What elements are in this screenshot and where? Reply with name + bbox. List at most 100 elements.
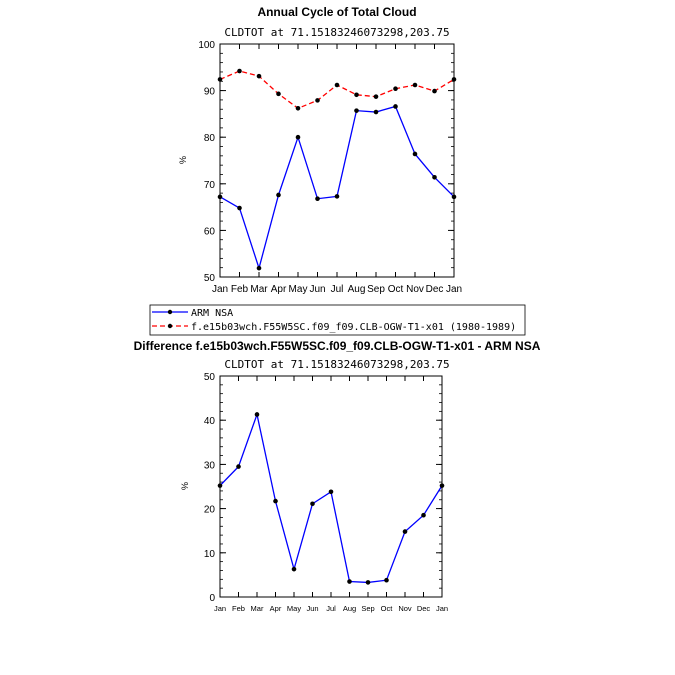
axes: Jan Feb Mar Apr May Jun Jul Aug Sep Oct Nov Dec Jan0… — [204, 372, 448, 613]
data-point — [402, 529, 408, 534]
plot-frame — [219, 375, 443, 598]
data-point — [276, 91, 281, 97]
x-tick-label: Oct — [388, 284, 404, 295]
x-tick-label: Jul — [331, 284, 344, 295]
series-group — [217, 412, 445, 585]
series-line — [219, 412, 443, 584]
x-tick-label: Apr — [270, 604, 282, 613]
x-tick-label: Aug — [348, 284, 366, 295]
data-point — [432, 174, 437, 180]
y-tick-label: 30 — [204, 460, 216, 471]
data-point — [310, 501, 315, 507]
data-point — [354, 92, 359, 98]
x-tick-label: Mar — [250, 284, 268, 295]
data-point — [217, 194, 223, 200]
x-tick-label: Dec — [426, 284, 444, 295]
chart-subtitle: CLDTOT at 71.15183246073298,203.75 — [224, 358, 449, 371]
y-tick-label: 40 — [204, 416, 216, 427]
chart-annual-cycle: Annual Cycle of Total Cloud CLDTOT at 71… — [178, 5, 462, 295]
data-point — [412, 82, 418, 88]
chart-subtitle: CLDTOT at 71.15183246073298,203.75 — [224, 26, 449, 39]
data-point — [334, 194, 340, 199]
series-line — [219, 105, 455, 271]
data-point — [256, 265, 262, 271]
y-tick-label: 100 — [198, 40, 215, 51]
x-tick-label: Dec — [417, 604, 431, 613]
data-point — [237, 68, 242, 74]
data-point — [295, 134, 301, 140]
x-tick-label: Feb — [231, 284, 249, 295]
data-point — [256, 73, 262, 79]
plot-frame — [219, 43, 455, 278]
x-tick-label: Jun — [306, 604, 318, 613]
data-point — [276, 192, 281, 198]
y-tick-label: 50 — [204, 273, 216, 284]
x-tick-label: Feb — [232, 604, 245, 613]
legend-label-model: f.e15b03wch.F55W5SC.f09_f09.CLB-OGW-T1-x… — [191, 322, 516, 333]
data-point — [412, 151, 418, 157]
x-tick-label: Apr — [271, 284, 287, 295]
y-tick-label: 90 — [204, 87, 216, 98]
y-tick-label: 20 — [204, 505, 216, 516]
data-point — [393, 104, 398, 109]
x-tick-label: Nov — [398, 604, 412, 613]
y-tick-label: 0 — [209, 593, 215, 604]
y-tick-label: 70 — [204, 180, 216, 191]
data-point — [236, 464, 241, 469]
legend-marker-model — [167, 323, 173, 329]
data-point — [432, 88, 437, 94]
legend-label-arm: ARM NSA — [191, 308, 233, 319]
y-axis-label: % — [178, 156, 188, 164]
legend-marker-arm — [167, 309, 173, 315]
data-point — [365, 580, 371, 585]
data-point — [237, 205, 242, 211]
data-point — [217, 77, 223, 82]
x-tick-label: Jan — [214, 604, 226, 613]
data-point — [354, 108, 359, 113]
data-point — [295, 106, 301, 111]
series-line — [219, 70, 455, 110]
data-point — [315, 98, 320, 103]
x-tick-label: Sep — [367, 284, 385, 295]
x-tick-label: Jan — [212, 284, 228, 295]
data-point — [273, 498, 278, 504]
x-tick-label: Sep — [361, 604, 374, 613]
data-point — [451, 194, 457, 200]
data-point — [217, 483, 223, 488]
y-tick-label: 60 — [204, 226, 216, 237]
x-tick-label: May — [287, 604, 301, 613]
x-tick-label: Oct — [381, 604, 394, 613]
axes: Jan Feb Mar Apr May Jun Jul Aug Sep Oct Nov Dec Jan5… — [198, 40, 462, 295]
data-point — [421, 512, 426, 518]
data-point — [373, 109, 379, 115]
data-point — [291, 566, 297, 572]
y-tick-label: 80 — [204, 133, 216, 144]
data-point — [393, 86, 398, 92]
x-tick-label: Jun — [309, 284, 325, 295]
data-point — [384, 577, 389, 583]
chart-title: Annual Cycle of Total Cloud — [257, 5, 416, 19]
legend: ARM NSA f.e15b03wch.F55W5SC.f09_f09.CLB-… — [149, 304, 526, 336]
x-tick-label: May — [289, 284, 308, 295]
data-point — [347, 579, 352, 584]
y-axis-label: % — [180, 482, 190, 490]
x-tick-label: Jan — [446, 284, 462, 295]
x-tick-label: Mar — [251, 604, 264, 613]
x-tick-label: Jul — [326, 604, 336, 613]
data-point — [328, 489, 334, 495]
data-point — [334, 82, 340, 88]
data-point — [254, 412, 260, 417]
y-tick-label: 50 — [204, 372, 216, 383]
series-group — [217, 68, 457, 271]
data-point — [315, 196, 320, 202]
y-tick-label: 10 — [204, 549, 216, 560]
chart-difference: Difference f.e15b03wch.F55W5SC.f09_f09.C… — [134, 339, 541, 613]
x-tick-label: Jan — [436, 604, 448, 613]
legend-box — [149, 304, 526, 336]
data-point — [451, 77, 457, 82]
x-tick-label: Aug — [343, 604, 356, 613]
data-point — [373, 94, 379, 99]
data-point — [439, 483, 445, 488]
x-tick-label: Nov — [406, 284, 424, 295]
